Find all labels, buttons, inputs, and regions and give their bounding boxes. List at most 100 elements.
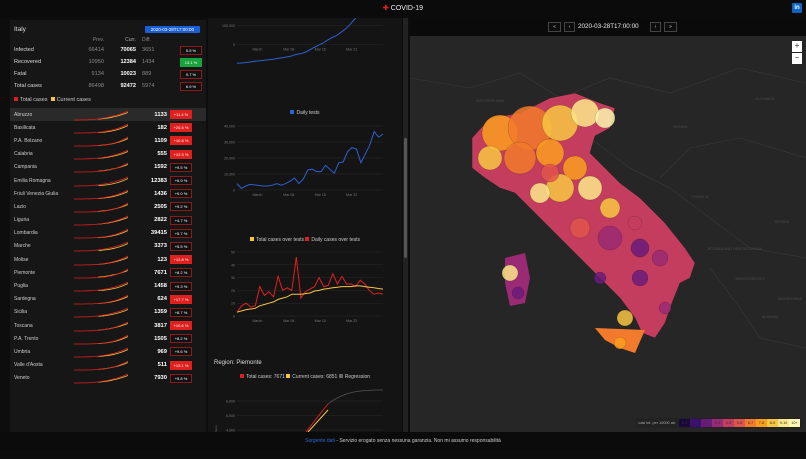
region-name: Umbria (14, 348, 31, 355)
province-circle[interactable] (631, 269, 649, 287)
province-circle[interactable] (501, 264, 519, 282)
pct-badge: 5.5 % (180, 45, 202, 55)
region-row[interactable]: Veneto 7930 +5.8 % (10, 372, 206, 385)
region-row[interactable]: Toscana 3817 +10.6 % (10, 319, 206, 332)
map-place-label: MONTENEGRO (735, 276, 764, 281)
province-circle[interactable] (597, 225, 623, 251)
curr-value: 92472 (120, 83, 136, 89)
x-tick-label: Mar 15 (315, 193, 326, 197)
row-label: Fatal (14, 71, 27, 77)
province-circle[interactable] (658, 301, 672, 315)
scale-cell: 6-7 (745, 419, 756, 427)
italy-map[interactable]: SLOVAKIA VIENNA SWITZERLAND CROATIA BOSNIA A… (410, 18, 806, 432)
province-circle[interactable] (593, 271, 607, 285)
next-button[interactable]: › (650, 22, 661, 32)
region-name: Lombardia (14, 230, 38, 237)
region-chart-legend: Total cases: 7671 Current cases: 6851 Re… (208, 374, 402, 380)
scale-cell: 5-6 (734, 419, 745, 427)
region-value: 1359 (154, 309, 167, 316)
region-row[interactable]: Piemonte 7671 +8.2 % (10, 266, 206, 279)
region-sparkline (74, 373, 128, 384)
legend-daily-over-tests: Daily cases over tests (311, 237, 361, 243)
prev-value: 9134 (91, 71, 104, 77)
region-row[interactable]: Friuli Venezia Giulia 1436 +9.0 % (10, 187, 206, 200)
y-tick-label: 10,000 (224, 173, 235, 177)
data-source-link[interactable]: Sorgente dati (305, 438, 335, 444)
last-button[interactable]: » (664, 22, 677, 32)
region-row[interactable]: Marche 3373 +5.5 % (10, 240, 206, 253)
series-line (236, 18, 357, 64)
region-row[interactable]: Emilia Romagna 12383 +6.9 % (10, 174, 206, 187)
region-value: 1458 (154, 283, 167, 290)
region-row[interactable]: P.A. Bolzano 1109 +10.8 % (10, 134, 206, 147)
province-circle[interactable] (477, 145, 503, 171)
prev-button[interactable]: ‹ (564, 22, 575, 32)
region-name: Sicilia (14, 309, 28, 316)
region-sparkline (74, 136, 128, 147)
province-circle[interactable] (529, 182, 551, 204)
province-circle[interactable] (594, 107, 616, 129)
region-value: 3373 (154, 243, 167, 250)
region-row[interactable]: Lombardia 39415 +5.7 % (10, 227, 206, 240)
province-circle[interactable] (569, 217, 591, 239)
province-circle[interactable] (577, 175, 603, 201)
y-tick-label: 0 (233, 189, 235, 193)
region-row[interactable]: Sicilia 1359 +8.7 % (10, 306, 206, 319)
region-row[interactable]: Sardegna 624 +17.7 % (10, 293, 206, 306)
region-row[interactable]: Basilicata 182 +20.5 % (10, 121, 206, 134)
region-row[interactable]: Valle d'Aosta 511 +13.1 % (10, 359, 206, 372)
region-chart: 8,000 6,000 4,000 Numero (214, 389, 384, 432)
region-row[interactable]: Calabria 555 +12.3 % (10, 148, 206, 161)
map-panel[interactable]: SLOVAKIA VIENNA SWITZERLAND CROATIA BOSNIA A… (410, 18, 806, 432)
linkedin-icon[interactable]: in (792, 3, 802, 13)
region-row[interactable]: Puglia 1458 +9.3 % (10, 279, 206, 292)
zoom-out-button[interactable]: − (792, 53, 802, 64)
region-row[interactable]: Lazio 2505 +9.2 % (10, 200, 206, 213)
province-circle[interactable] (599, 197, 621, 219)
region-name: Basilicata (14, 124, 36, 131)
province-circle[interactable] (630, 238, 650, 258)
pct-badge: 9.7 % (180, 69, 202, 79)
legend-daily-tests: Daily tests (296, 110, 320, 116)
legend-current[interactable]: Current cases (56, 97, 91, 103)
scrollbar[interactable] (403, 18, 408, 432)
y-tick-label: 20,000 (224, 157, 235, 161)
zoom-in-button[interactable]: + (792, 41, 802, 52)
scale-cell: 4-5 (723, 419, 734, 427)
y-tick-label: 100,000 (222, 24, 235, 28)
province-circle[interactable] (511, 286, 525, 300)
first-button[interactable]: « (548, 22, 561, 32)
region-value: 1592 (154, 164, 167, 171)
region-row[interactable]: Abruzzo 1133 +11.4 % (10, 108, 206, 122)
region-name: Piemonte (14, 269, 36, 276)
province-circle[interactable] (651, 249, 669, 267)
scroll-thumb[interactable] (404, 138, 407, 258)
legend-yellow-swatch (50, 97, 55, 101)
legend-red-swatch (14, 97, 18, 101)
x-tick-label: March (252, 319, 262, 323)
region-value: 3817 (154, 322, 167, 329)
x-tick-label: Mar 22 (346, 193, 357, 197)
province-circle[interactable] (613, 336, 627, 350)
province-circle[interactable] (570, 98, 600, 128)
region-row[interactable]: Liguria 2822 +4.7 % (10, 214, 206, 227)
province-circle[interactable] (535, 138, 565, 168)
y-tick-label: 10 (231, 302, 235, 306)
region-name: Lazio (14, 203, 26, 210)
ratio-legend: Total cases over tests Daily cases over … (208, 237, 402, 243)
y-axis-label: Numero (214, 425, 218, 432)
scale-cell: 3-4 (712, 419, 723, 427)
region-row[interactable]: Umbria 969 +9.6 % (10, 345, 206, 358)
province-circle[interactable] (627, 215, 643, 231)
province-circle[interactable] (540, 163, 560, 183)
province-circle[interactable] (562, 155, 588, 181)
region-value: 7671 (154, 269, 167, 276)
legend-total[interactable]: Total cases (20, 97, 48, 103)
region-row[interactable]: Molise 123 +12.8 % (10, 253, 206, 266)
region-row[interactable]: P.A. Trento 1505 +8.2 % (10, 332, 206, 345)
y-tick-label: 50 (231, 251, 235, 255)
province-circle[interactable] (616, 309, 634, 327)
province-circle[interactable] (503, 141, 537, 175)
region-row[interactable]: Campania 1592 +9.5 % (10, 161, 206, 174)
